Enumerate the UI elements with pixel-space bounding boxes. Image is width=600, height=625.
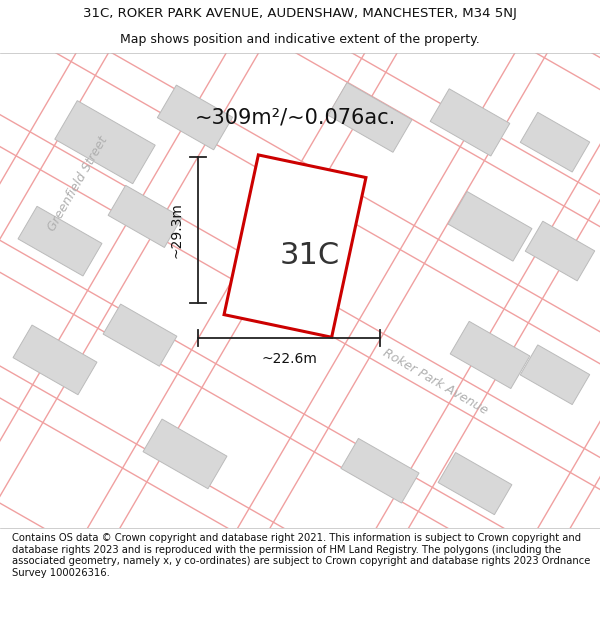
- Polygon shape: [157, 85, 233, 150]
- Polygon shape: [7, 0, 600, 625]
- Polygon shape: [525, 221, 595, 281]
- Polygon shape: [438, 452, 512, 514]
- Polygon shape: [111, 0, 600, 625]
- Polygon shape: [520, 112, 590, 172]
- Polygon shape: [224, 155, 366, 338]
- Polygon shape: [0, 0, 600, 357]
- Text: Roker Park Avenue: Roker Park Avenue: [380, 346, 490, 417]
- Polygon shape: [232, 0, 600, 625]
- Polygon shape: [0, 0, 403, 625]
- Polygon shape: [143, 419, 227, 489]
- Polygon shape: [520, 345, 590, 404]
- Text: ~309m²/~0.076ac.: ~309m²/~0.076ac.: [194, 107, 395, 127]
- Text: Map shows position and indicative extent of the property.: Map shows position and indicative extent…: [120, 33, 480, 46]
- Polygon shape: [0, 129, 600, 625]
- Polygon shape: [55, 101, 155, 184]
- Polygon shape: [103, 304, 177, 366]
- Text: Contains OS data © Crown copyright and database right 2021. This information is : Contains OS data © Crown copyright and d…: [12, 533, 590, 578]
- Text: 31C, ROKER PARK AVENUE, AUDENSHAW, MANCHESTER, M34 5NJ: 31C, ROKER PARK AVENUE, AUDENSHAW, MANCH…: [83, 7, 517, 20]
- Polygon shape: [448, 191, 532, 261]
- Polygon shape: [328, 82, 412, 152]
- Text: ~29.3m: ~29.3m: [170, 202, 184, 258]
- Polygon shape: [341, 438, 419, 503]
- Polygon shape: [0, 35, 600, 625]
- Polygon shape: [13, 325, 97, 395]
- Polygon shape: [108, 186, 182, 248]
- Polygon shape: [0, 0, 600, 563]
- Text: Greenfield Street: Greenfield Street: [46, 134, 110, 234]
- Polygon shape: [0, 232, 600, 625]
- Polygon shape: [0, 0, 515, 625]
- Polygon shape: [0, 0, 298, 625]
- Polygon shape: [430, 89, 510, 156]
- Text: 31C: 31C: [280, 241, 340, 271]
- Polygon shape: [18, 206, 102, 276]
- Text: ~22.6m: ~22.6m: [261, 352, 317, 366]
- Polygon shape: [450, 321, 530, 389]
- Polygon shape: [0, 0, 600, 461]
